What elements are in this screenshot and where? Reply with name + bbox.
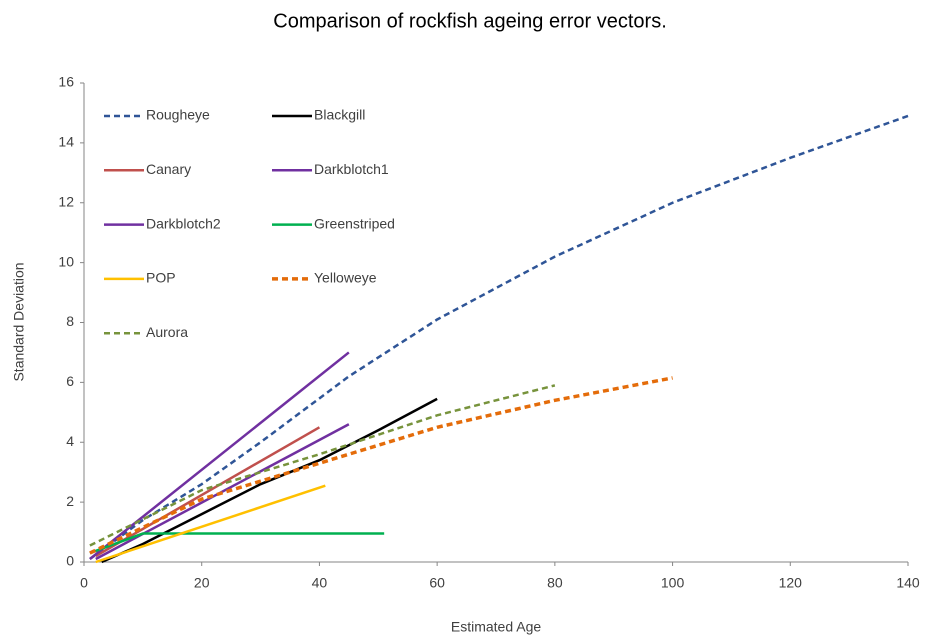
y-tick-label: 10	[58, 253, 74, 269]
chart-title: Comparison of rockfish ageing error vect…	[273, 10, 667, 32]
legend-label: POP	[146, 270, 176, 286]
x-tick-label: 100	[661, 575, 685, 591]
series-line	[89, 351, 350, 560]
x-tick-label: 140	[896, 575, 920, 591]
x-tick-label: 20	[194, 575, 210, 591]
y-tick-label: 16	[58, 74, 74, 90]
y-tick-label: 2	[66, 493, 74, 509]
series-line	[89, 376, 673, 555]
y-tick-label: 0	[66, 553, 74, 569]
legend-label: Blackgill	[314, 107, 365, 123]
y-tick-label: 6	[66, 373, 74, 389]
x-tick-label: 120	[779, 575, 803, 591]
legend-label: Rougheye	[146, 107, 210, 123]
legend-label: Darkblotch1	[314, 161, 389, 177]
y-tick-label: 4	[66, 433, 74, 449]
series-line	[89, 532, 385, 555]
series-line	[95, 484, 326, 564]
legend-label: Greenstriped	[314, 215, 395, 231]
y-tick-label: 8	[66, 313, 74, 329]
y-axis-label: Standard Deviation	[11, 262, 27, 381]
x-axis-label: Estimated Age	[451, 619, 541, 635]
series-line	[101, 397, 438, 564]
legend-label: Darkblotch2	[146, 215, 221, 231]
series-line	[95, 426, 321, 558]
series-line	[89, 114, 909, 561]
series-line	[89, 384, 556, 547]
x-tick-label: 40	[312, 575, 328, 591]
legend-label: Yelloweye	[314, 270, 377, 286]
x-tick-label: 0	[80, 575, 88, 591]
legend-label: Canary	[146, 161, 191, 177]
y-tick-label: 12	[58, 193, 74, 209]
x-tick-label: 60	[429, 575, 445, 591]
legend-label: Aurora	[146, 324, 188, 340]
y-tick-label: 14	[58, 134, 74, 150]
x-tick-label: 80	[547, 575, 563, 591]
